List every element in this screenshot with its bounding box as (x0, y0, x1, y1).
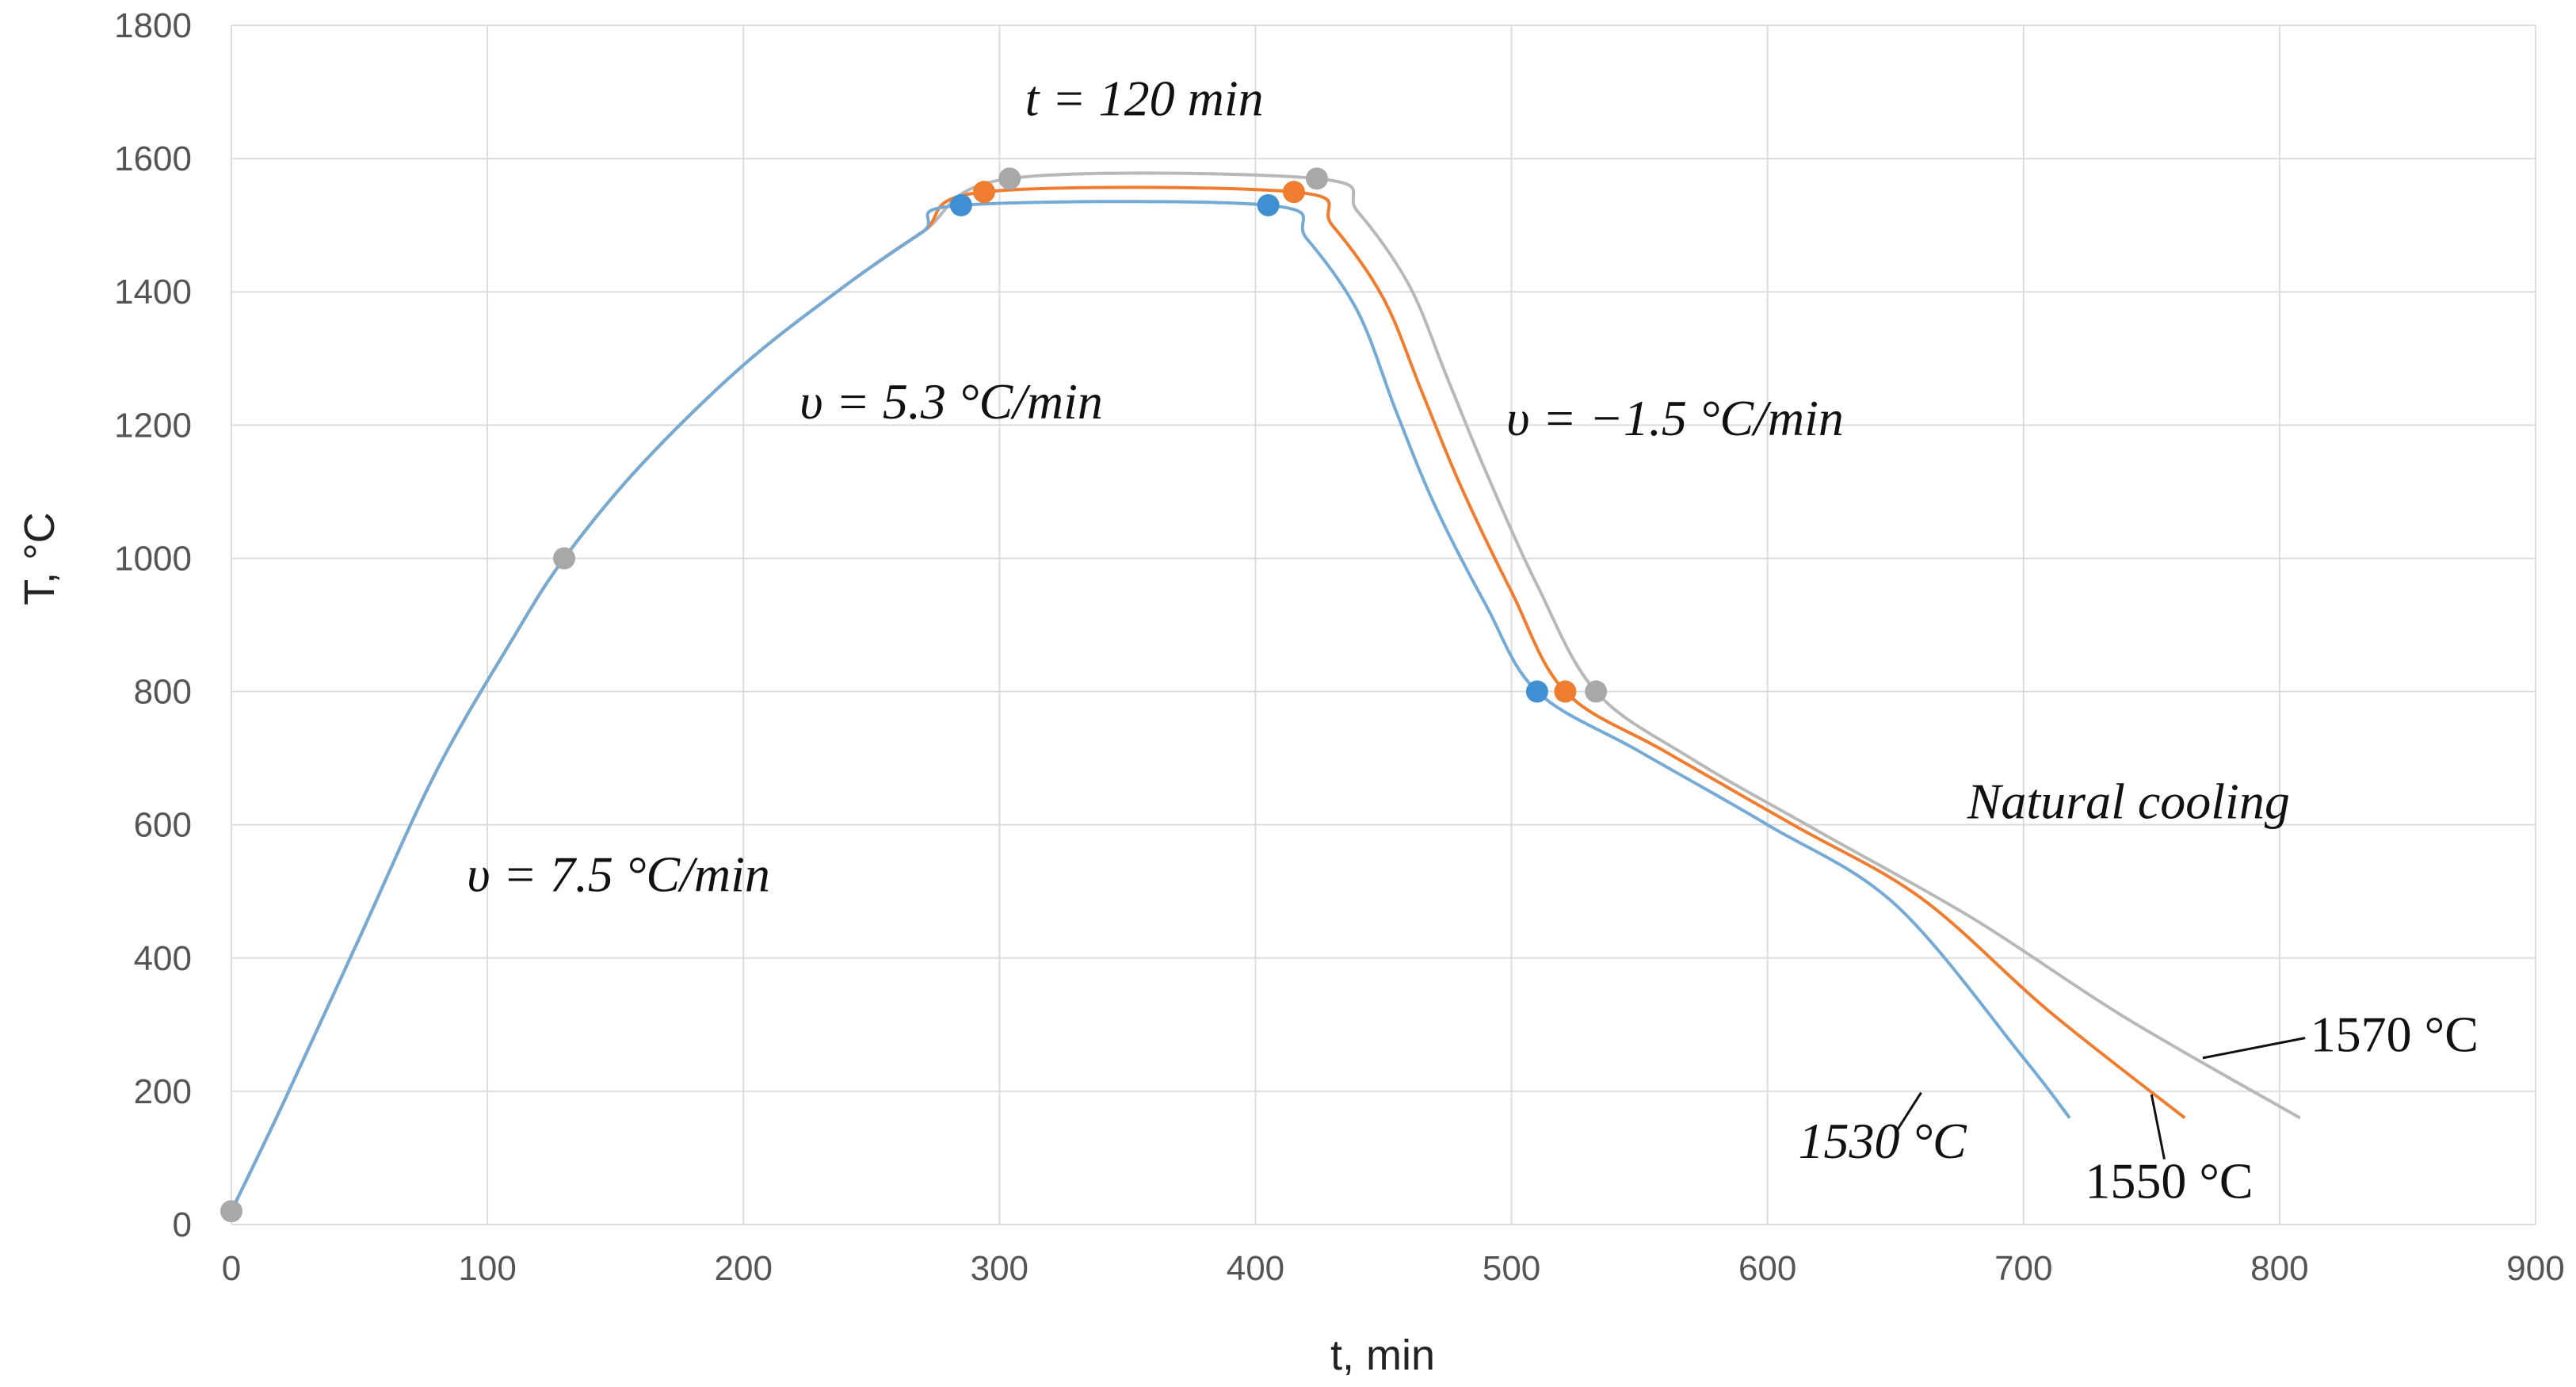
data-point-marker (1554, 680, 1577, 703)
x-tick-label: 500 (1483, 1249, 1540, 1288)
data-point-marker (949, 193, 972, 216)
x-tick-label: 300 (971, 1249, 1028, 1288)
data-point-marker (1257, 193, 1280, 216)
annotation-text: Natural cooling (1967, 773, 2290, 829)
y-tick-label: 1400 (114, 273, 192, 311)
data-point-marker (1305, 167, 1328, 190)
series-label: 1570 °C (2311, 1006, 2479, 1062)
leader-line (2150, 1094, 2166, 1160)
annotation-text: υ = −1.5 °C/min (1506, 390, 1844, 446)
start-marker (220, 1200, 242, 1223)
grid (231, 25, 2536, 1225)
x-tick-label: 600 (1738, 1249, 1796, 1288)
x-tick-label: 200 (715, 1249, 773, 1288)
x-tick-label: 400 (1227, 1249, 1284, 1288)
leader-line (1894, 1091, 1922, 1133)
series-label: 1550 °C (2085, 1152, 2253, 1209)
x-tick-label: 700 (1994, 1249, 2052, 1288)
x-tick-label: 800 (2250, 1249, 2308, 1288)
series-label: 1530 °C (1798, 1113, 1967, 1169)
series-lines (230, 171, 2301, 1213)
y-tick-label: 1800 (114, 6, 192, 45)
y-tick-label: 1200 (114, 406, 192, 445)
data-point-marker (1525, 680, 1548, 703)
x-tick-label: 0 (222, 1249, 241, 1288)
y-tick-label: 1600 (114, 139, 192, 178)
annotation-text: υ = 7.5 °C/min (467, 846, 770, 903)
data-point-marker (972, 181, 995, 204)
leader-line (2202, 1037, 2306, 1060)
annotation-text: t = 120 min (1025, 70, 1264, 126)
y-tick-label: 200 (134, 1072, 192, 1111)
x-tick-label: 100 (458, 1249, 516, 1288)
y-tick-label: 800 (134, 673, 192, 712)
y-tick-label: 0 (173, 1206, 192, 1244)
y-axis-title: T, °C (16, 512, 63, 606)
y-tick-labels: 0 200 400 600 800 1000 1200 1400 1600 1800 (114, 6, 192, 1244)
y-tick-label: 600 (134, 806, 192, 845)
y-tick-label: 400 (134, 939, 192, 978)
series-markers (220, 167, 1608, 1223)
x-tick-label: 900 (2506, 1249, 2564, 1288)
series-line-1550 (230, 185, 2186, 1213)
y-tick-label: 1000 (114, 539, 192, 578)
data-point-marker (998, 167, 1021, 190)
annotation-text: υ = 5.3 °C/min (800, 373, 1103, 430)
series-line-1530 (230, 200, 2071, 1213)
transition-marker (553, 547, 576, 570)
data-point-marker (1282, 181, 1305, 204)
annotations: t = 120 min υ = 5.3 °C/min υ = −1.5 °C/min… (467, 70, 2290, 902)
x-tick-labels: 0 100 200 300 400 500 600 700 800 900 (222, 1249, 2565, 1288)
data-point-marker (1585, 680, 1608, 703)
series-labels: 1530 °C 1550 °C 1570 °C (1798, 1006, 2479, 1209)
x-axis-title: t, min (1330, 1332, 1435, 1379)
